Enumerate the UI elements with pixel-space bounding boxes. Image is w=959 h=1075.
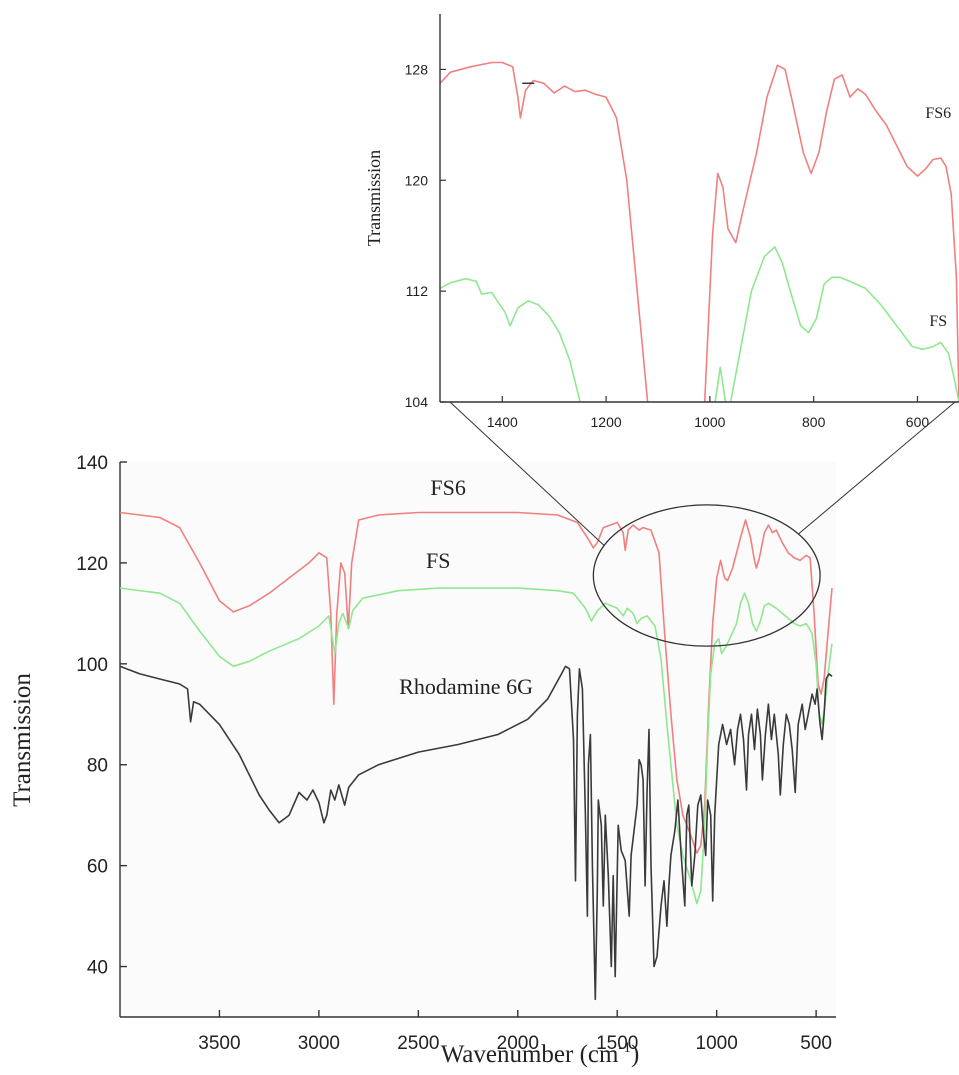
inset-x-tick-label: 1400 (487, 414, 518, 430)
main-y-tick-label: 100 (76, 655, 108, 676)
main-y-axis-title: Transmission (9, 673, 36, 807)
main-y-tick-label: 140 (76, 453, 108, 474)
zoom-connector-right (798, 401, 956, 535)
zoom-ellipse (592, 504, 821, 647)
main-y-tick-label: 60 (87, 857, 108, 878)
main-y-tick-label: 80 (87, 756, 108, 777)
inset-series-line-fs (729, 246, 959, 403)
main-x-tick-label: 2000 (497, 1033, 539, 1054)
main-x-ticks: 3500 3000 2500 2000 1500 1000 500 (198, 1010, 832, 1054)
main-annotations: FS6 FS Rhodamine 6G (399, 475, 533, 699)
main-x-tick-label: 1000 (696, 1033, 738, 1054)
inset-annotations: FS6 FS (522, 82, 951, 330)
inset-y-ticks: 104 112 120 128 (405, 61, 446, 410)
inset-series-group (439, 61, 959, 403)
inset-series-label: FS (929, 313, 947, 330)
main-x-tick-label: 3500 (198, 1033, 240, 1054)
inset-series-line-fs6 (703, 64, 959, 403)
main-x-tick-label: 3000 (298, 1033, 340, 1054)
inset-y-tick-label: 104 (405, 394, 429, 410)
inset-x-tick-label: 600 (906, 414, 930, 430)
main-series-label: FS (426, 548, 450, 573)
main-y-tick-label: 40 (87, 958, 108, 979)
inset-axes (439, 14, 959, 403)
main-x-axis-title-main: Wavenumber (cm (441, 1041, 619, 1068)
zoom-indicator (449, 401, 956, 647)
main-y-ticks: 40 60 80 100 120 140 (76, 453, 127, 979)
inset-x-ticks: 1400 1200 1000 800 600 (487, 396, 930, 430)
main-series-group (119, 511, 833, 1001)
inset-plot-background (440, 0, 959, 402)
main-series-label: Rhodamine 6G (399, 674, 533, 699)
inset-y-tick-label: 128 (405, 61, 429, 77)
main-x-tick-label: 500 (800, 1033, 832, 1054)
main-y-tick-label: 120 (76, 554, 108, 575)
main-series-line-fs6 (119, 511, 833, 854)
main-x-axis-title-superscript: -1 (618, 1040, 631, 1056)
inset-series-line-fs (439, 277, 581, 403)
inset-series-line-fs6 (439, 61, 649, 403)
inset-x-tick-label: 800 (802, 414, 826, 430)
inset-y-tick-label: 112 (406, 283, 429, 299)
main-x-axis-title-suffix: ) (631, 1041, 639, 1068)
inset-series-line-fs (714, 366, 727, 403)
main-x-axis-title: Wavenumber (cm-1) (441, 1040, 640, 1068)
inset-series-label: FS6 (925, 105, 951, 122)
inset-y-axis-title: Transmission (364, 150, 384, 246)
main-series-label: FS6 (430, 475, 465, 500)
main-series-line-fs (119, 587, 833, 905)
main-x-tick-label: 1500 (596, 1033, 638, 1054)
zoom-connector-left (449, 401, 605, 546)
inset-y-tick-label: 120 (405, 172, 429, 188)
inset-x-tick-label: 1200 (591, 414, 622, 430)
main-series-line-rhodamine-6g (119, 665, 833, 1001)
inset-x-tick-label: 1000 (694, 414, 725, 430)
main-x-tick-label: 2500 (397, 1033, 439, 1054)
